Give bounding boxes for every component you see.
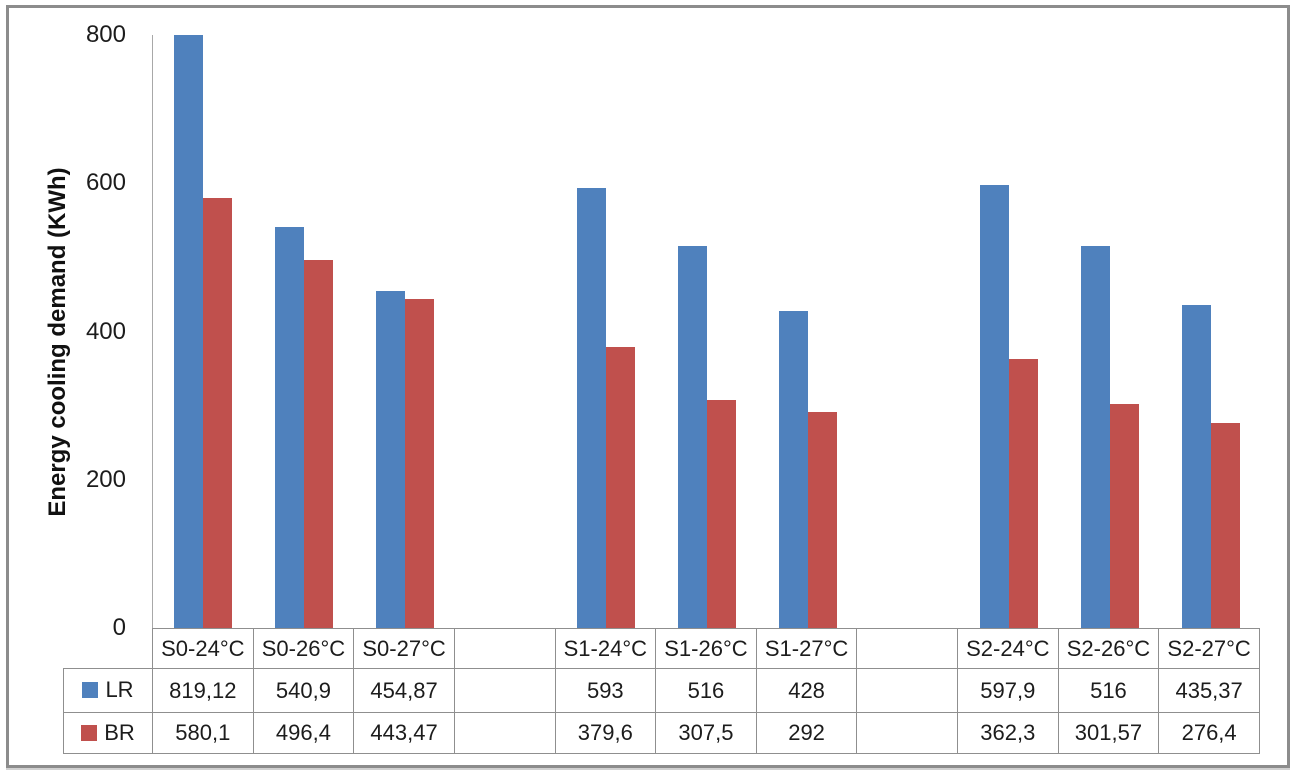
- bar-lr-S0-26°C: [275, 227, 305, 628]
- value-cell-lr-S1-24°C: 593: [554, 668, 657, 713]
- category-header-cell-S1-27°C: S1-27°C: [755, 628, 858, 669]
- category-header-cell-S1-26°C: S1-26°C: [655, 628, 757, 669]
- series-name-br: BR: [104, 719, 135, 745]
- category-slot-S2-27°C: [1160, 35, 1261, 628]
- bar-lr-S2-26°C: [1080, 245, 1110, 628]
- value-cell-br-S2-24°C: 362,3: [957, 712, 1059, 754]
- category-slot-S2-24°C: [959, 35, 1060, 628]
- bar-lr-S0-27°C: [375, 290, 405, 628]
- table-row-lr: LR 819,12 540,9 454,87 593 516 428 597,9 516 435,…: [63, 668, 1260, 713]
- bar-br-S2-24°C: [1009, 359, 1039, 628]
- value-cell-br-S1-24°C: 379,6: [554, 712, 657, 754]
- y-tick-label-200: 200: [85, 465, 126, 493]
- value-cell-lr-S0-27°C: 454,87: [353, 668, 455, 713]
- value-cell-lr-S0-26°C: 540,9: [252, 668, 355, 713]
- category-slot-S2-26°C: [1060, 35, 1161, 628]
- legend-cell-lr: LR: [63, 668, 153, 713]
- bar-lr-S1-24°C: [577, 188, 607, 628]
- series-name-lr: LR: [105, 677, 134, 702]
- category-slot-S1-27°C: [757, 35, 858, 628]
- value-cell-lr-S2-24°C: 597,9: [957, 668, 1059, 713]
- value-cell-lr-S1-26°C: 516: [655, 668, 757, 713]
- value-cell-br-spacer: [453, 712, 556, 754]
- bar-lr-S2-24°C: [980, 184, 1010, 628]
- bar-br-S0-26°C: [304, 260, 334, 628]
- category-header-cell-S1-24°C: S1-24°C: [554, 628, 657, 669]
- category-slot-S1-24°C: [556, 35, 657, 628]
- category-header-cell-S0-26°C: S0-26°C: [252, 628, 355, 669]
- data-table: S0-24°C S0-26°C S0-27°C S1-24°C S1-26°C S1-27…: [63, 628, 1260, 754]
- value-cell-lr-S2-26°C: 516: [1057, 668, 1160, 713]
- value-cell-lr-spacer: [856, 668, 958, 713]
- y-tick-label-600: 600: [85, 169, 126, 197]
- category-header-cell-S2-24°C: S2-24°C: [957, 628, 1059, 669]
- category-header-cell-S2-26°C: S2-26°C: [1057, 628, 1160, 669]
- value-cell-br-S1-27°C: 292: [755, 712, 858, 754]
- bar-br-S1-27°C: [807, 411, 837, 628]
- bar-br-S0-24°C: [203, 198, 233, 628]
- bar-br-S2-27°C: [1210, 423, 1240, 628]
- y-tick-label-0: 0: [112, 614, 126, 641]
- table-corner-blank: [64, 629, 153, 669]
- table-row-br: BR 580,1 496,4 443,47 379,6 307,5 292 362,3 301,…: [63, 712, 1260, 754]
- value-cell-lr-S2-27°C: 435,37: [1158, 668, 1260, 713]
- y-tick-label-400: 400: [85, 317, 126, 345]
- category-header-cell-spacer: [453, 628, 556, 669]
- value-cell-lr-S1-27°C: 428: [755, 668, 858, 713]
- value-cell-br-S0-26°C: 496,4: [252, 712, 355, 754]
- value-cell-br-S0-27°C: 443,47: [353, 712, 455, 754]
- value-cell-br-S2-27°C: 276,4: [1158, 712, 1260, 754]
- legend-cell-br: BR: [63, 712, 153, 754]
- value-cell-br-S0-24°C: 580,1: [152, 712, 254, 754]
- bar-lr-S1-27°C: [778, 310, 808, 628]
- bar-lr-S0-24°C: [174, 35, 204, 628]
- br-series-swatch-icon: [81, 724, 98, 741]
- table-header-row: S0-24°C S0-26°C S0-27°C S1-24°C S1-26°C S1-27…: [64, 628, 1260, 669]
- value-cell-lr-S0-24°C: 819,12: [152, 668, 254, 713]
- category-header-cell-spacer: [856, 628, 958, 669]
- category-header-cell-S2-27°C: S2-27°C: [1158, 628, 1260, 669]
- bar-br-S0-27°C: [404, 299, 434, 628]
- value-cell-br-spacer: [856, 712, 958, 754]
- lr-series-swatch-icon: [82, 682, 99, 698]
- category-header-cell-S0-27°C: S0-27°C: [353, 628, 455, 669]
- category-header-cell-S0-24°C: S0-24°C: [152, 628, 254, 669]
- category-slot-S0-24°C: [153, 35, 254, 628]
- category-slot-S0-26°C: [254, 35, 355, 628]
- y-tick-label-800: 800: [85, 21, 126, 48]
- bar-br-S1-26°C: [707, 400, 737, 628]
- value-cell-lr-spacer: [453, 668, 556, 713]
- category-slot-S0-27°C: [354, 35, 455, 628]
- value-cell-br-S1-26°C: 307,5: [655, 712, 757, 754]
- bar-br-S2-26°C: [1109, 404, 1139, 628]
- category-slot-spacer: [455, 35, 556, 628]
- bar-lr-S2-27°C: [1181, 305, 1211, 628]
- bar-br-S1-24°C: [606, 346, 636, 628]
- plot-area: [152, 35, 1261, 628]
- bar-lr-S1-26°C: [678, 245, 708, 628]
- category-slot-spacer: [858, 35, 959, 628]
- category-slot-S1-26°C: [657, 35, 758, 628]
- value-cell-br-S2-26°C: 301,57: [1057, 712, 1160, 754]
